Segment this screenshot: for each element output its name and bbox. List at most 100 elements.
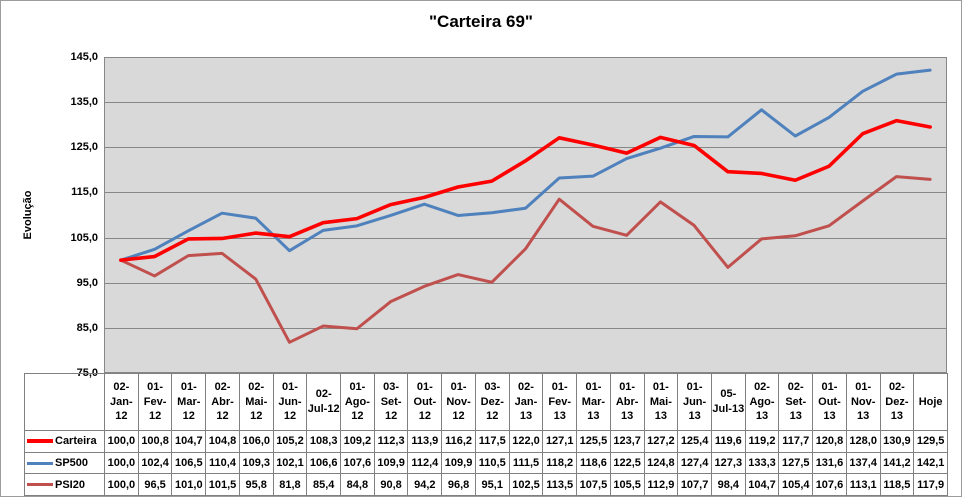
value-cell: 127,2 bbox=[643, 430, 679, 453]
value-cell: 122,5 bbox=[609, 451, 645, 475]
value-cell: 106,5 bbox=[171, 451, 207, 475]
value-cell: 120,8 bbox=[812, 430, 847, 453]
column-header: 01-Abr-13 bbox=[609, 373, 645, 431]
column-header: 02-Mai-12 bbox=[238, 373, 274, 431]
value-cell: 105,4 bbox=[778, 473, 814, 496]
value-cell: 102,1 bbox=[272, 451, 308, 475]
value-cell: 105,2 bbox=[272, 430, 308, 453]
value-cell: 104,7 bbox=[744, 473, 780, 496]
value-cell: 109,2 bbox=[340, 430, 375, 453]
value-cell: 117,5 bbox=[474, 430, 510, 453]
value-cell: 95,8 bbox=[238, 473, 274, 496]
value-cell: 141,2 bbox=[879, 451, 915, 475]
value-cell: 85,4 bbox=[306, 473, 342, 496]
plot-area bbox=[104, 57, 947, 373]
column-header: 01-Out-13 bbox=[812, 373, 847, 431]
legend-line-swatch bbox=[27, 439, 53, 444]
y-tick-label: 135,0 bbox=[70, 96, 98, 109]
value-cell: 100,0 bbox=[104, 451, 139, 475]
column-header: 01-Jun-12 bbox=[272, 373, 308, 431]
data-table-grid: 02-Jan-12 01-Fev-12 01-Mar-12 02-Abr-12 02-M… bbox=[24, 373, 948, 496]
value-cell: 131,6 bbox=[812, 451, 847, 475]
value-cell: 100,8 bbox=[137, 430, 173, 453]
value-cell: 96,5 bbox=[137, 473, 173, 496]
value-cell: 90,8 bbox=[373, 473, 409, 496]
value-cell: 100,0 bbox=[104, 473, 139, 496]
value-cell: 109,3 bbox=[238, 451, 274, 475]
chart-title: "Carteira 69" bbox=[428, 12, 533, 31]
legend-key: Carteira bbox=[26, 435, 104, 447]
column-header: 01-Mar-13 bbox=[576, 373, 611, 431]
column-header: 01-Mai-13 bbox=[643, 373, 679, 431]
column-header: 01-Jun-13 bbox=[677, 373, 712, 431]
value-cell: 113,5 bbox=[542, 473, 578, 496]
column-header: 02-Dez-13 bbox=[879, 373, 915, 431]
value-cell: 100,0 bbox=[104, 430, 139, 453]
value-cell: 101,0 bbox=[171, 473, 207, 496]
value-cell: 133,3 bbox=[744, 451, 780, 475]
value-cell: 127,1 bbox=[542, 430, 578, 453]
column-header: Hoje bbox=[913, 373, 948, 431]
value-cell: 81,8 bbox=[272, 473, 308, 496]
value-cell: 113,9 bbox=[407, 430, 443, 453]
value-cell: 109,9 bbox=[373, 451, 409, 475]
legend-line-swatch bbox=[27, 461, 53, 465]
y-tick-label: 85,0 bbox=[76, 321, 98, 334]
value-cell: 117,9 bbox=[913, 473, 948, 496]
value-cell: 111,5 bbox=[508, 451, 544, 475]
column-header: 01-Out-12 bbox=[407, 373, 443, 431]
value-cell: 95,1 bbox=[474, 473, 510, 496]
y-tick-label: 105,0 bbox=[70, 231, 98, 244]
value-cell: 137,4 bbox=[845, 451, 881, 475]
value-cell: 112,9 bbox=[643, 473, 679, 496]
value-cell: 129,5 bbox=[913, 430, 948, 453]
value-cell: 125,4 bbox=[677, 430, 712, 453]
value-cell: 107,6 bbox=[340, 451, 375, 475]
value-cell: 107,6 bbox=[812, 473, 847, 496]
value-cell: 116,2 bbox=[441, 430, 476, 453]
legend-key: SP500 bbox=[26, 457, 104, 469]
line-chart bbox=[104, 57, 947, 373]
value-cell: 104,8 bbox=[205, 430, 240, 453]
value-cell: 127,4 bbox=[677, 451, 712, 475]
table-corner bbox=[24, 373, 105, 431]
plot-border bbox=[104, 57, 947, 373]
value-cell: 107,5 bbox=[576, 473, 611, 496]
value-cell: 127,3 bbox=[710, 451, 746, 475]
sp500-line bbox=[119, 68, 932, 262]
value-cell: 84,8 bbox=[340, 473, 375, 496]
value-cell: 106,6 bbox=[306, 451, 342, 475]
legend-item-sp500: SP500 bbox=[24, 451, 105, 475]
column-header: 03-Set-12 bbox=[373, 373, 409, 431]
value-cell: 107,7 bbox=[677, 473, 712, 496]
column-header: 01-Fev-13 bbox=[542, 373, 578, 431]
column-header: 01-Nov-12 bbox=[441, 373, 476, 431]
value-cell: 105,5 bbox=[609, 473, 645, 496]
value-cell: 124,8 bbox=[643, 451, 679, 475]
value-cell: 119,6 bbox=[710, 430, 746, 453]
value-cell: 113,1 bbox=[845, 473, 881, 496]
value-cell: 110,4 bbox=[205, 451, 240, 475]
column-header: 02-Jan-12 bbox=[104, 373, 139, 431]
column-header: 02-Set-13 bbox=[778, 373, 814, 431]
legend-item-psi20: PSI20 bbox=[24, 473, 105, 496]
column-header: 01-Ago-12 bbox=[340, 373, 375, 431]
column-header: 02-Abr-12 bbox=[205, 373, 240, 431]
column-header: 05-Jul-13 bbox=[710, 373, 746, 431]
column-header: 02-Jan-13 bbox=[508, 373, 544, 431]
value-cell: 125,5 bbox=[576, 430, 611, 453]
value-cell: 122,0 bbox=[508, 430, 544, 453]
value-cell: 106,0 bbox=[238, 430, 274, 453]
column-header: 02-Jul-12 bbox=[306, 373, 342, 431]
value-cell: 118,6 bbox=[576, 451, 611, 475]
value-cell: 98,4 bbox=[710, 473, 746, 496]
value-cell: 142,1 bbox=[913, 451, 948, 475]
value-cell: 108,3 bbox=[306, 430, 342, 453]
column-header: 03-Dez-12 bbox=[474, 373, 510, 431]
value-cell: 128,0 bbox=[845, 430, 881, 453]
value-cell: 118,2 bbox=[542, 451, 578, 475]
legend-line-swatch bbox=[27, 483, 53, 487]
column-header: 01-Nov-13 bbox=[845, 373, 881, 431]
value-cell: 94,2 bbox=[407, 473, 443, 496]
